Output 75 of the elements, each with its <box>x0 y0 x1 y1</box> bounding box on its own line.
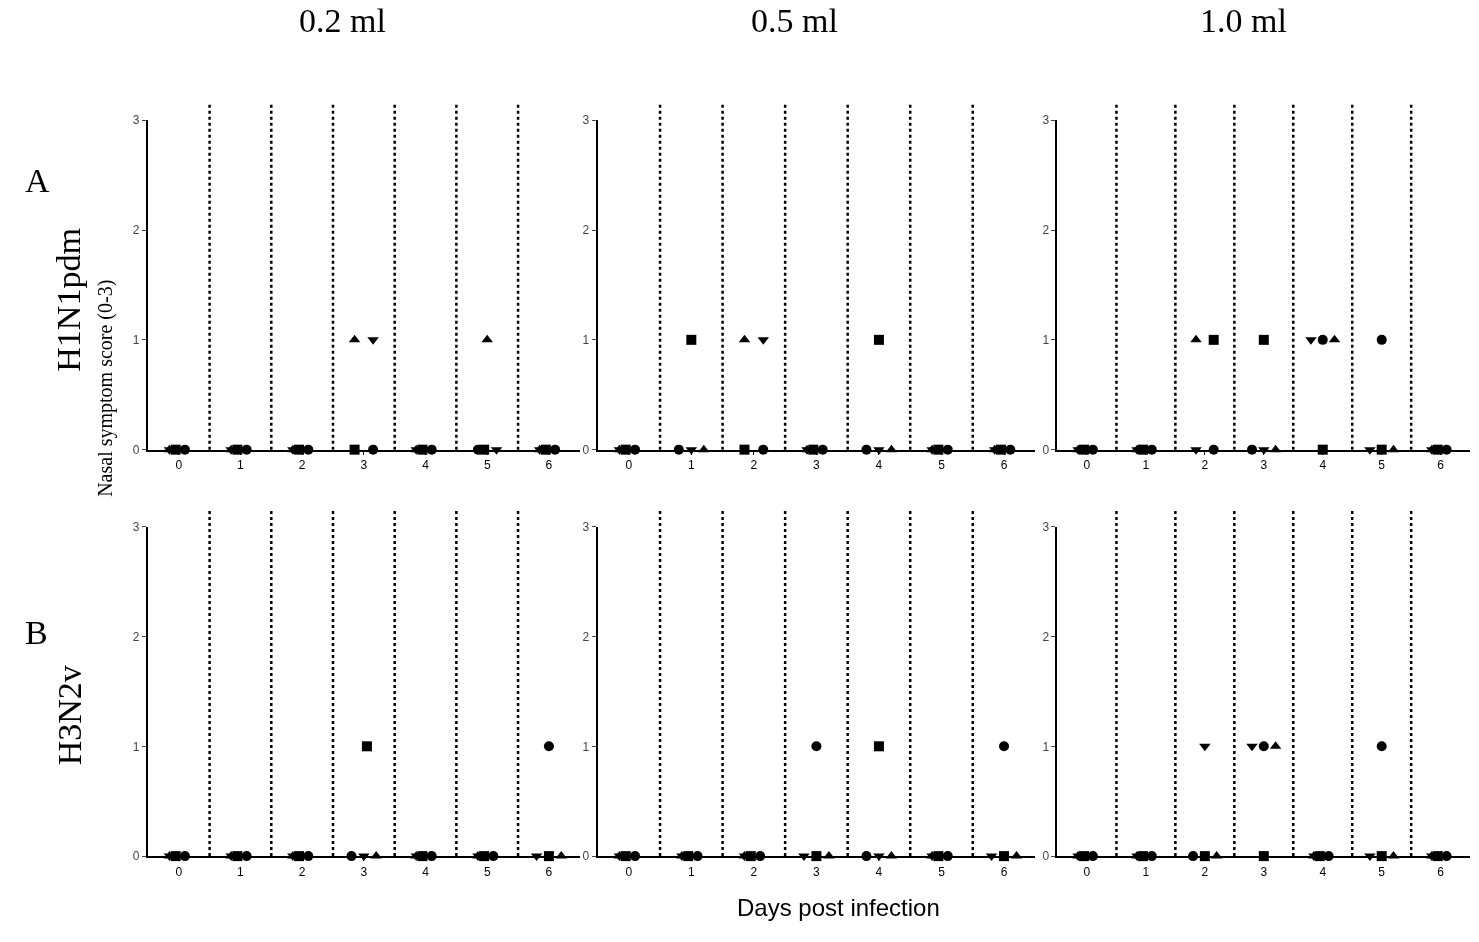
y-tick-label: 0 <box>1042 849 1050 864</box>
x-tick-label: 3 <box>813 458 821 473</box>
x-tick-label: 0 <box>1083 864 1091 879</box>
text: H1N1pdm <box>50 228 88 372</box>
y-tick-label: 3 <box>1042 113 1050 128</box>
x-tick-label: 3 <box>360 458 368 473</box>
x-tick-label: 6 <box>545 458 553 473</box>
x-tick-label: 6 <box>1437 458 1445 473</box>
x-tick-label: 1 <box>237 458 245 473</box>
y-tick-label: 2 <box>132 629 140 644</box>
text: A <box>25 162 50 199</box>
y-tick-label: 0 <box>132 442 140 457</box>
x-tick-label: 4 <box>422 864 430 879</box>
x-tick-label: 4 <box>422 458 430 473</box>
y-tick-label: 1 <box>1042 739 1050 754</box>
x-tick-label: 2 <box>298 458 306 473</box>
y-tick-label: 3 <box>132 113 140 128</box>
y-tick-label: 0 <box>582 849 590 864</box>
x-tick-label: 0 <box>175 458 183 473</box>
x-tick-label: 2 <box>750 864 758 879</box>
x-tick-label: 3 <box>360 864 368 879</box>
chart-title: 0.2 ml <box>299 2 386 39</box>
y-tick-label: 2 <box>582 223 590 238</box>
y-tick-label: 1 <box>132 739 140 754</box>
x-tick-label: 1 <box>1142 458 1150 473</box>
x-tick-label: 5 <box>938 864 946 879</box>
x-tick-label: 2 <box>298 864 306 879</box>
x-tick-label: 0 <box>1083 458 1091 473</box>
text: B <box>25 614 48 651</box>
x-tick-label: 2 <box>1201 864 1209 879</box>
x-tick-label: 5 <box>1378 864 1386 879</box>
y-tick-label: 2 <box>582 629 590 644</box>
x-tick-label: 2 <box>750 458 758 473</box>
x-axis-title: Days post infection <box>737 894 940 921</box>
y-tick-label: 0 <box>1042 442 1050 457</box>
x-tick-label: 6 <box>545 864 553 879</box>
y-tick-label: 3 <box>582 519 590 534</box>
x-tick-label: 5 <box>938 458 946 473</box>
y-tick-label: 3 <box>582 113 590 128</box>
x-tick-label: 4 <box>1319 864 1327 879</box>
x-tick-label: 0 <box>625 864 633 879</box>
x-tick-label: 1 <box>687 864 695 879</box>
y-tick-label: 1 <box>582 333 590 348</box>
y-tick-label: 2 <box>132 223 140 238</box>
x-tick-label: 2 <box>1201 458 1209 473</box>
x-tick-label: 3 <box>1260 458 1268 473</box>
chart-title: 1.0 ml <box>1200 2 1287 39</box>
text: H3N2v <box>50 665 88 766</box>
x-tick-label: 6 <box>1000 864 1008 879</box>
x-tick-label: 1 <box>687 458 695 473</box>
y-tick-label: 1 <box>132 333 140 348</box>
y-tick-label: 3 <box>1042 519 1050 534</box>
y-tick-label: 2 <box>1042 629 1050 644</box>
x-tick-label: 3 <box>813 864 821 879</box>
x-tick-label: 0 <box>175 864 183 879</box>
x-tick-label: 6 <box>1437 864 1445 879</box>
x-tick-label: 6 <box>1000 458 1008 473</box>
x-tick-label: 5 <box>483 458 491 473</box>
x-tick-label: 3 <box>1260 864 1268 879</box>
x-tick-label: 5 <box>1378 458 1386 473</box>
x-tick-label: 4 <box>875 864 883 879</box>
y-tick-label: 3 <box>132 519 140 534</box>
x-tick-label: 1 <box>1142 864 1150 879</box>
x-tick-label: 4 <box>1319 458 1327 473</box>
y-tick-label: 2 <box>1042 223 1050 238</box>
x-tick-label: 4 <box>875 458 883 473</box>
y-tick-label: 0 <box>582 442 590 457</box>
x-tick-label: 5 <box>483 864 491 879</box>
chart-title: 0.5 ml <box>751 2 838 39</box>
x-tick-label: 1 <box>237 864 245 879</box>
x-tick-label: 0 <box>625 458 633 473</box>
y-tick-label: 1 <box>1042 333 1050 348</box>
y-axis-title: Nasal symptom score (0-3) <box>93 279 117 497</box>
y-tick-label: 0 <box>132 849 140 864</box>
y-tick-label: 1 <box>582 739 590 754</box>
